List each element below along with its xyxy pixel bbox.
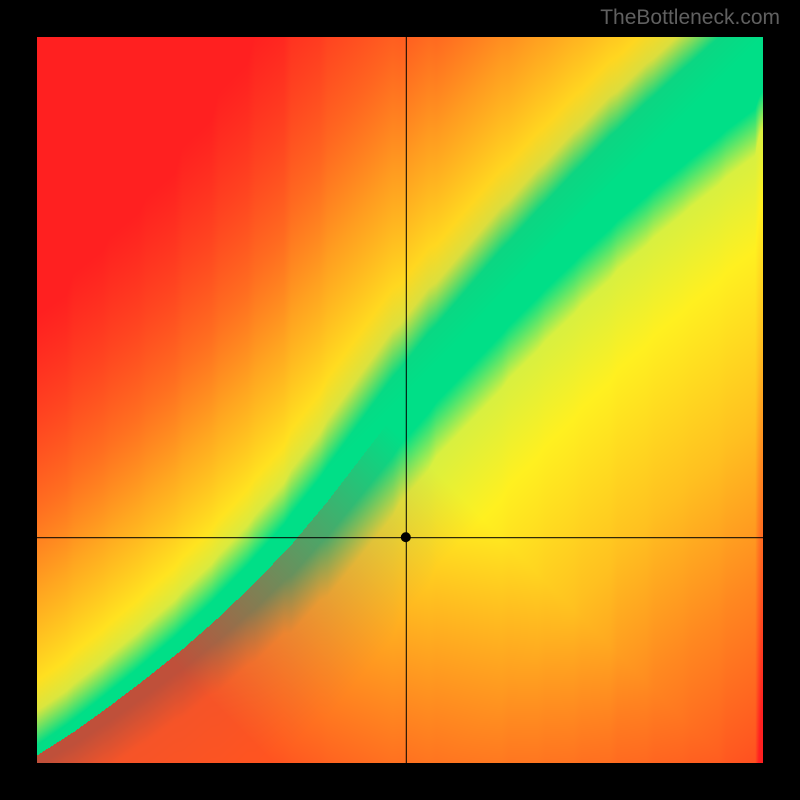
heatmap-canvas bbox=[0, 0, 800, 800]
watermark-text: TheBottleneck.com bbox=[600, 6, 780, 30]
chart-container: TheBottleneck.com bbox=[0, 0, 800, 800]
